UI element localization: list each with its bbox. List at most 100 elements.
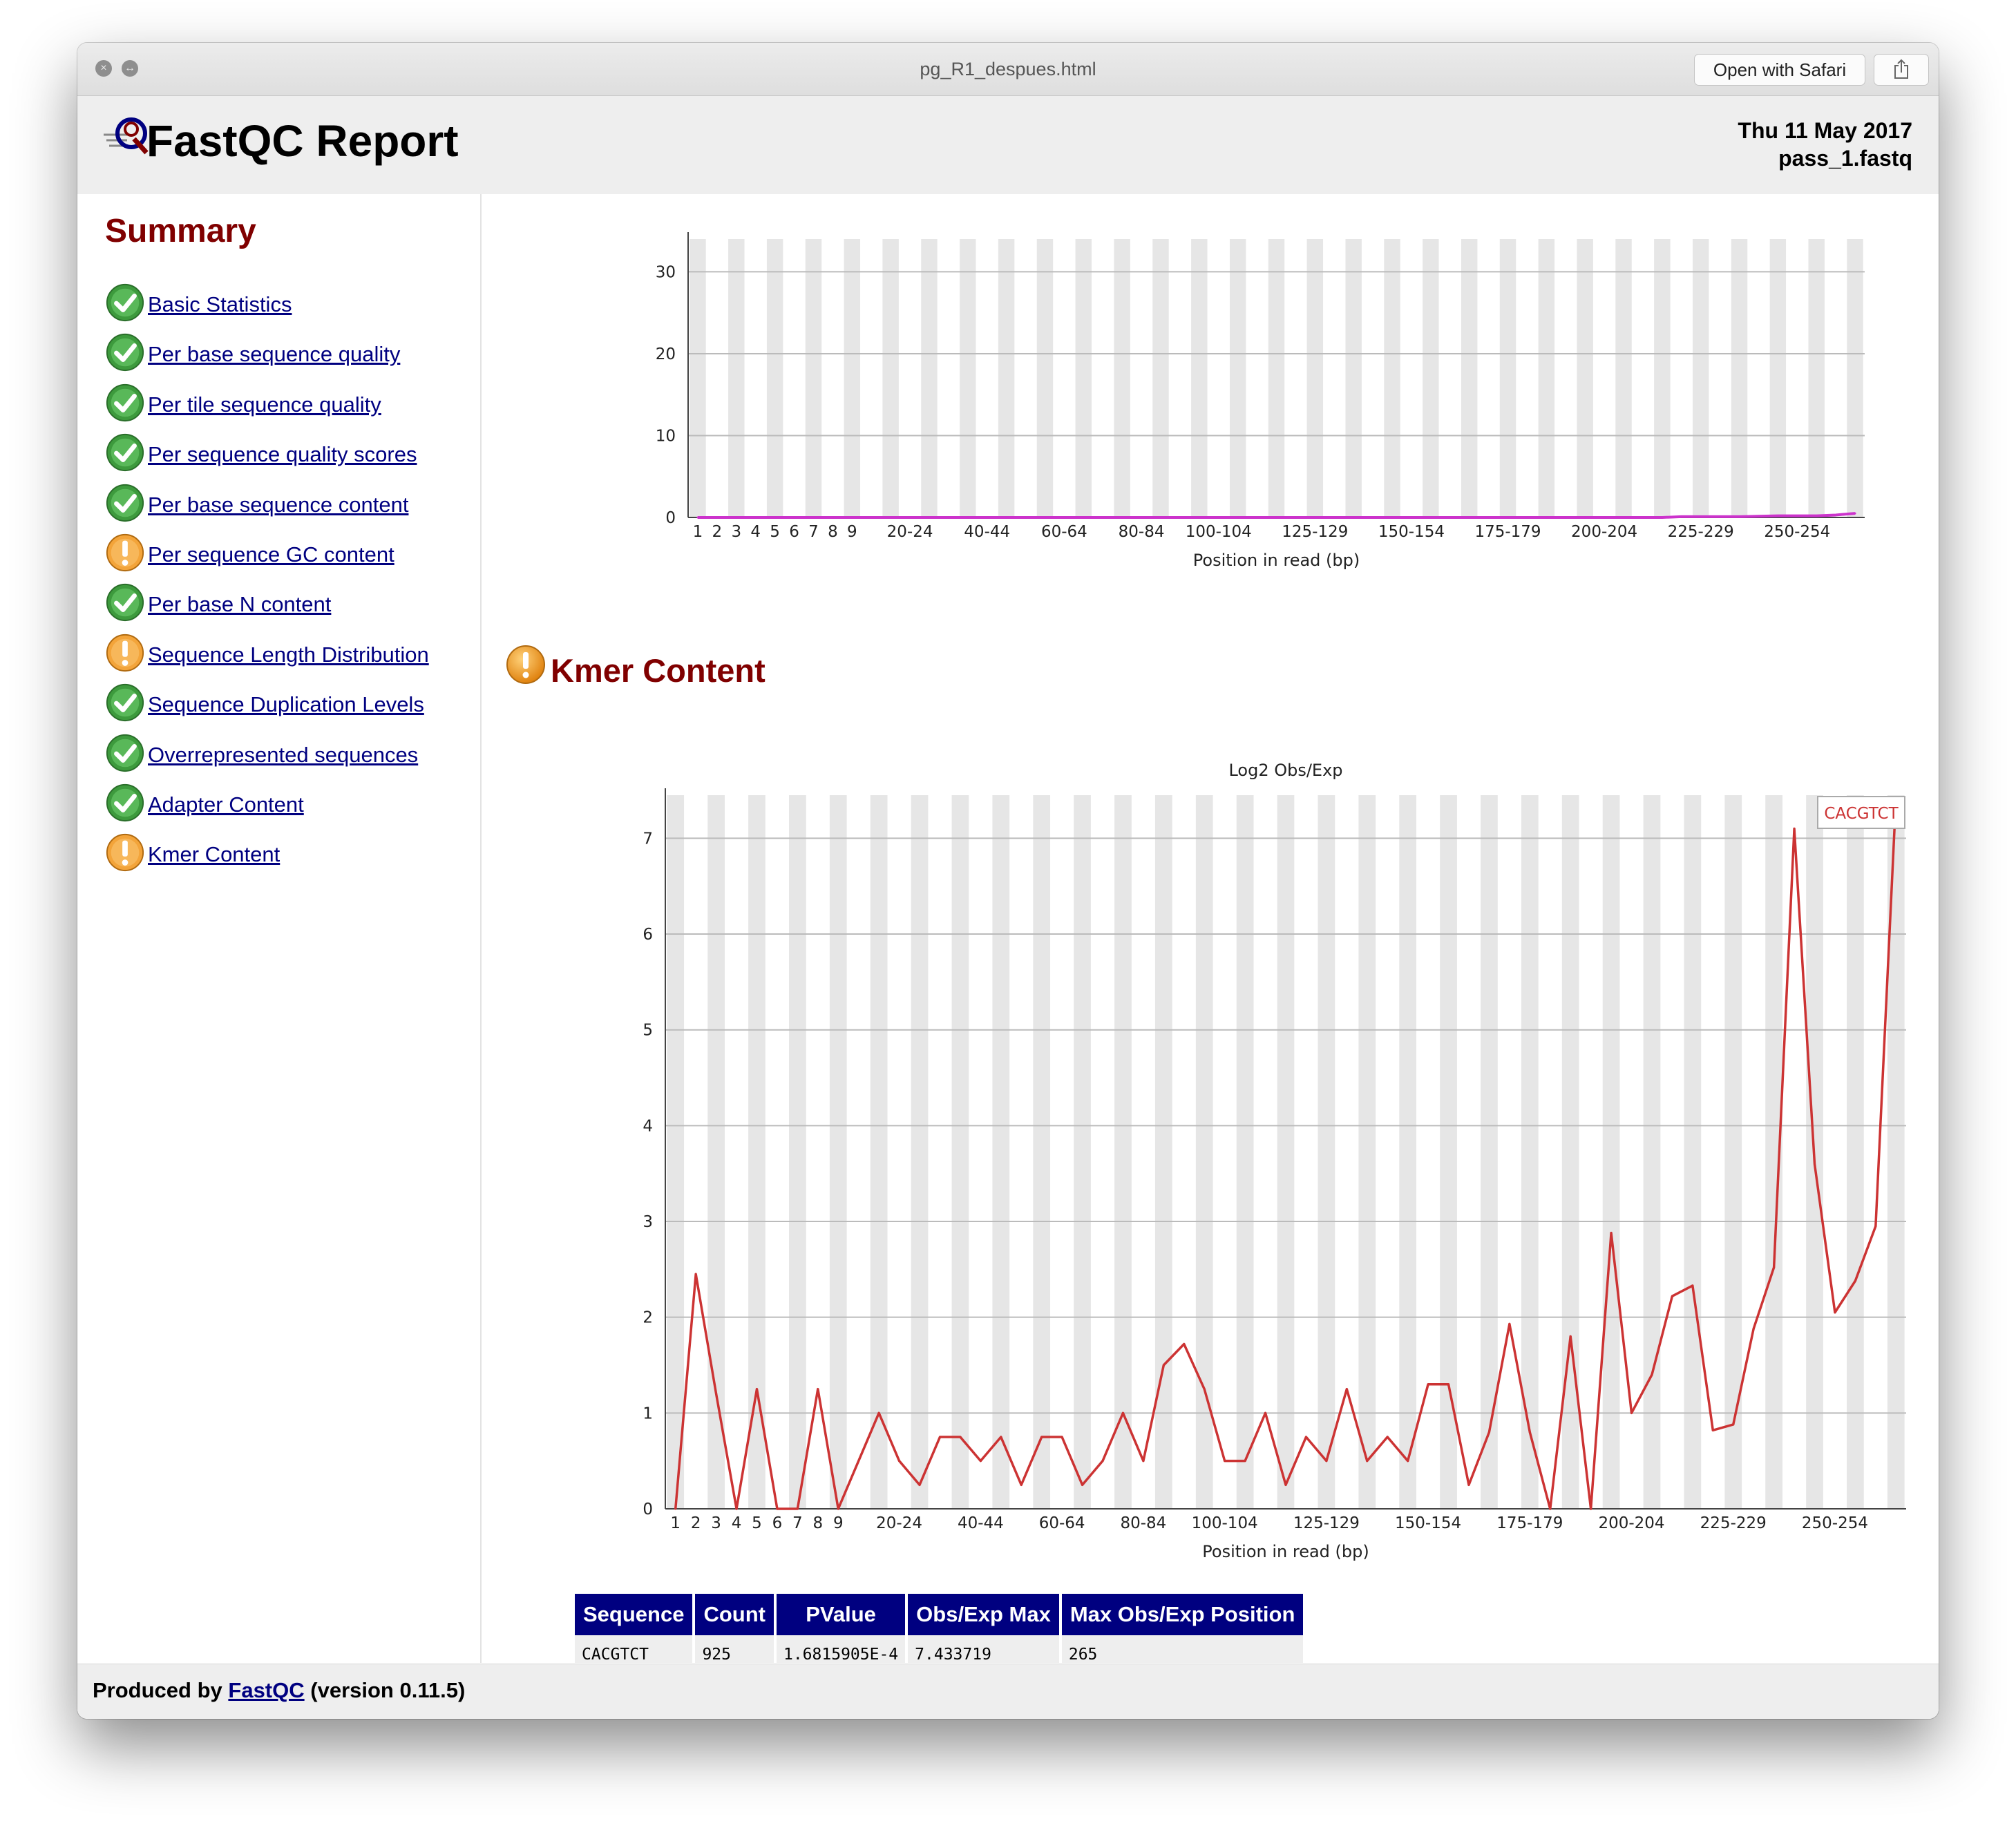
series-point [1040, 1436, 1043, 1438]
open-with-safari-button[interactable]: Open with Safari [1694, 54, 1865, 86]
series-point [918, 1483, 921, 1486]
chart-band [1074, 795, 1091, 1509]
series-point [1366, 1460, 1369, 1463]
report-meta: Thu 11 May 2017 pass_1.fastq [1738, 117, 1912, 172]
chart-band [921, 239, 938, 517]
chart-band [1654, 239, 1671, 517]
report-header: FastQC Report Thu 11 May 2017 pass_1.fas… [77, 96, 1939, 194]
series-point [1427, 1383, 1429, 1386]
series-point [812, 516, 815, 519]
chart-band [1384, 239, 1400, 517]
series-point [1371, 516, 1374, 519]
series-point [1063, 516, 1065, 519]
x-tick-label: 9 [833, 1514, 844, 1532]
summary-link[interactable]: Per base sequence content [148, 492, 409, 517]
chart-band [1643, 795, 1661, 1509]
series-point [1237, 516, 1239, 519]
summary-link[interactable]: Per base N content [148, 592, 332, 617]
chart-band [667, 795, 685, 1509]
series-point [898, 1460, 901, 1463]
chart-band [1684, 795, 1702, 1509]
pass-check-icon [106, 334, 144, 372]
pass-check-icon [106, 283, 144, 322]
series-point [1325, 1460, 1328, 1463]
chart-upper: 0 10 20 30 1 2 3 4 5 6 7 8 9 20-24 40-44 60-64 80-84 100-… [656, 232, 1865, 570]
series-point [1752, 1327, 1755, 1330]
summary-link[interactable]: Overrepresented sequences [148, 742, 419, 767]
series-point [1333, 516, 1335, 519]
series-point [1584, 516, 1586, 519]
summary-link[interactable]: Adapter Content [148, 792, 304, 817]
series-point [1159, 516, 1162, 519]
series-point [1610, 1232, 1613, 1235]
summary-link[interactable]: Per tile sequence quality [148, 392, 381, 417]
series-point [1569, 1335, 1572, 1337]
kmer-table-header: Sequence Count PValue Obs/Exp Max Max Obs/Ex… [575, 1594, 1304, 1635]
series-point [1834, 513, 1837, 516]
pass-check-icon [106, 783, 144, 821]
series-point [1198, 516, 1201, 519]
x-tick-label: 8 [828, 523, 838, 541]
series-point [1244, 1460, 1246, 1463]
series-point [1082, 516, 1085, 519]
series-point [1525, 516, 1528, 519]
series-point [1000, 1436, 1002, 1438]
x-tick-label: 1 [670, 1514, 681, 1532]
table-cell: 265 [1061, 1635, 1304, 1663]
summary-link[interactable]: Kmer Content [148, 842, 280, 867]
chart-band [1440, 795, 1457, 1509]
share-button[interactable] [1874, 54, 1929, 86]
y-tick-label: 1 [643, 1405, 653, 1422]
chart-band [998, 239, 1015, 517]
series-point [1224, 1460, 1226, 1463]
chart-band [951, 795, 969, 1509]
series-point [1711, 1429, 1714, 1431]
series-point [793, 516, 796, 519]
series-point [1304, 1436, 1307, 1438]
series-point [1447, 1383, 1450, 1386]
footer-suffix: (version 0.11.5) [310, 1678, 466, 1702]
series-point [1630, 1411, 1633, 1414]
series-point [1793, 828, 1796, 830]
chart-band [707, 795, 725, 1509]
chart-band [1602, 795, 1620, 1509]
chart-band [1692, 239, 1709, 517]
series-point [1256, 516, 1259, 519]
chart-band [805, 239, 822, 517]
browser-window: × ↔ pg_R1_despues.html Open with Safari … [77, 43, 1939, 1719]
table-cell: 925 [695, 1635, 774, 1663]
fastqc-link[interactable]: FastQC [228, 1678, 305, 1702]
x-tick-label: 8 [812, 1514, 823, 1532]
chart-band [1847, 239, 1863, 517]
series-point [1294, 516, 1297, 519]
x-tick-label: 5 [752, 1514, 762, 1532]
series-point [1217, 516, 1220, 519]
summary-title: Summary [105, 213, 256, 249]
series-point [1162, 1364, 1165, 1367]
chart-band [1423, 239, 1439, 517]
kmer-table-column-header: Max Obs/Exp Position [1061, 1594, 1304, 1635]
report-date: Thu 11 May 2017 [1738, 118, 1912, 143]
summary-link[interactable]: Sequence Length Distribution [148, 642, 429, 667]
report-main[interactable]: 0 10 20 30 1 2 3 4 5 6 7 8 9 20-24 40-44 60-64 80-84 100-… [482, 194, 1939, 1663]
summary-link[interactable]: Sequence Duplication Levels [148, 692, 424, 717]
chart-band [1399, 795, 1417, 1509]
summary-link[interactable]: Basic Statistics [148, 292, 292, 316]
chart-band [882, 239, 899, 517]
chart-band [1481, 795, 1498, 1509]
series-point [1121, 516, 1123, 519]
fullscreen-icon[interactable]: ↔ [122, 60, 138, 77]
close-icon[interactable]: × [95, 60, 112, 77]
summary-link[interactable]: Per base sequence quality [148, 342, 401, 367]
chart-band [728, 239, 745, 517]
chart-band [1577, 239, 1593, 517]
series-point [986, 516, 989, 519]
series-point [1203, 1388, 1206, 1391]
series-point [1025, 516, 1027, 519]
table-cell: CACGTCT [575, 1635, 693, 1663]
series-point [1043, 516, 1046, 519]
summary-link[interactable]: Per sequence GC content [148, 542, 394, 567]
chart-band [1277, 795, 1295, 1509]
series-point [1661, 516, 1664, 519]
summary-link[interactable]: Per sequence quality scores [148, 442, 417, 467]
